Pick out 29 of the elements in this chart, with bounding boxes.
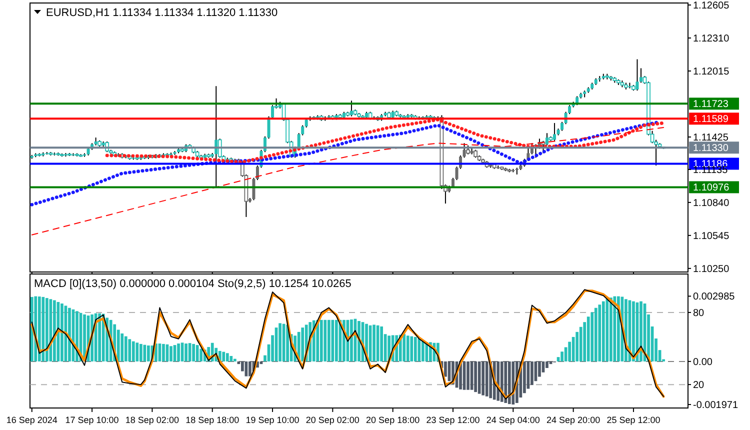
x-tick-label: 18 Sep 02:00 xyxy=(125,415,179,425)
x-tick-label: 17 Sep 10:00 xyxy=(65,415,119,425)
ref-line-label: 1.10976 xyxy=(693,182,730,194)
x-tick-label: 20 Sep 18:00 xyxy=(366,415,420,425)
x-tick-label: 16 Sep 2024 xyxy=(6,415,58,425)
x-tick-label: 20 Sep 02:00 xyxy=(306,415,360,425)
y-tick-label: -0.001971 xyxy=(693,400,738,412)
y-tick-label: 1.12015 xyxy=(693,66,730,78)
ref-line-label: 1.11589 xyxy=(693,114,729,126)
chart-title: MACD [0](13,50) 0.000000 0.000104 Sto(9,2,5) 10.1254 10.0265 xyxy=(34,278,352,290)
y-tick-label: 1.10840 xyxy=(693,198,730,209)
y2-tick-label: 20 xyxy=(693,380,705,392)
y-tick-label: 1.12605 xyxy=(693,0,730,12)
y-tick-label: 1.10250 xyxy=(693,264,730,275)
x-tick-label: 25 Sep 12:00 xyxy=(606,415,660,425)
y-tick-label: 1.11425 xyxy=(693,132,729,144)
y-tick-label: 0.00 xyxy=(693,356,713,368)
ref-line-label: 1.11330 xyxy=(693,143,729,154)
x-tick-label: 23 Sep 12:00 xyxy=(426,415,480,425)
chart-title: EURUSD,H1 1.11334 1.11334 1.11320 1.11330 xyxy=(46,7,278,19)
y-tick-label: 1.12310 xyxy=(693,34,730,45)
x-tick-label: 19 Sep 10:00 xyxy=(246,415,300,425)
x-tick-label: 24 Sep 20:00 xyxy=(546,415,600,425)
y-tick-label: 1.10545 xyxy=(693,230,730,242)
ref-line-label: 1.11723 xyxy=(693,99,729,110)
x-tick-label: 18 Sep 18:00 xyxy=(186,415,240,425)
x-tick-label: 24 Sep 04:00 xyxy=(486,415,540,425)
y2-tick-label: 80 xyxy=(693,308,705,319)
y-tick-label: 0.002985 xyxy=(693,292,736,303)
